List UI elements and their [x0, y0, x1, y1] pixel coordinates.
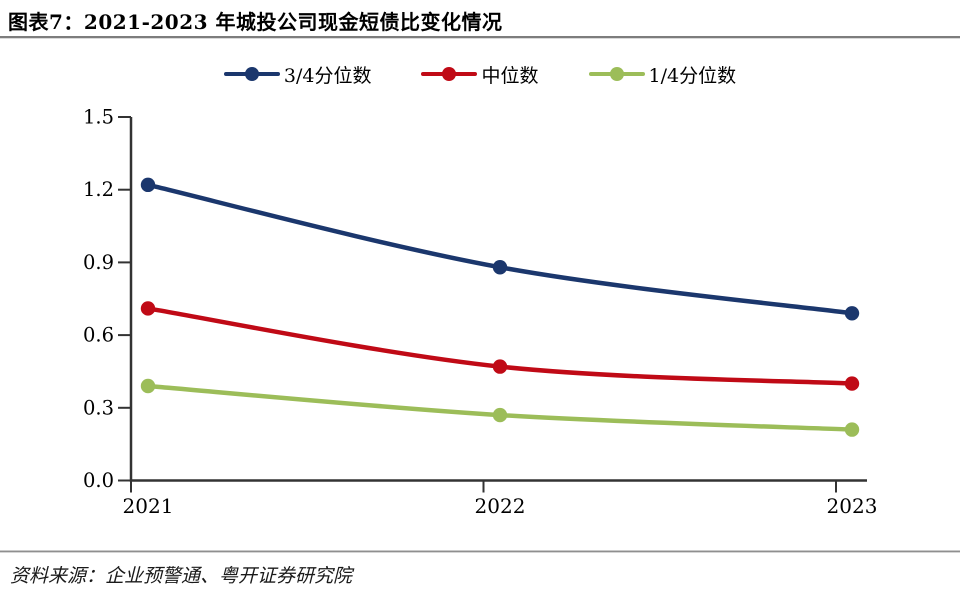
- svg-text:2022: 2022: [475, 494, 526, 518]
- legend: 3/4分位数 中位数 1/4分位数: [0, 58, 960, 90]
- chart-title: 图表7：2021-2023 年城投公司现金短债比变化情况: [8, 10, 503, 34]
- legend-label-median: 中位数: [481, 64, 539, 87]
- legend-item-q75: 3/4分位数: [223, 61, 372, 88]
- footer-divider: [0, 550, 960, 553]
- legend-item-median: 中位数: [421, 61, 539, 88]
- svg-text:2021: 2021: [123, 494, 174, 518]
- legend-line-marker-icon: [421, 67, 478, 82]
- svg-text:0.9: 0.9: [83, 251, 114, 274]
- svg-text:2023: 2023: [827, 494, 878, 518]
- svg-text:0.0: 0.0: [83, 469, 114, 492]
- svg-text:0.6: 0.6: [83, 324, 114, 347]
- legend-label-q25: 1/4分位数: [648, 64, 737, 87]
- svg-text:1.5: 1.5: [83, 106, 114, 129]
- legend-label-q75: 3/4分位数: [283, 64, 372, 87]
- legend-item-q25: 1/4分位数: [588, 61, 737, 88]
- svg-text:0.3: 0.3: [83, 396, 114, 419]
- source-note: 资料来源：企业预警通、粤开证券研究院: [10, 565, 353, 587]
- legend-line-marker-icon: [588, 67, 645, 82]
- legend-line-marker-icon: [223, 67, 280, 82]
- svg-text:1.2: 1.2: [83, 178, 114, 201]
- title-divider: [0, 36, 960, 39]
